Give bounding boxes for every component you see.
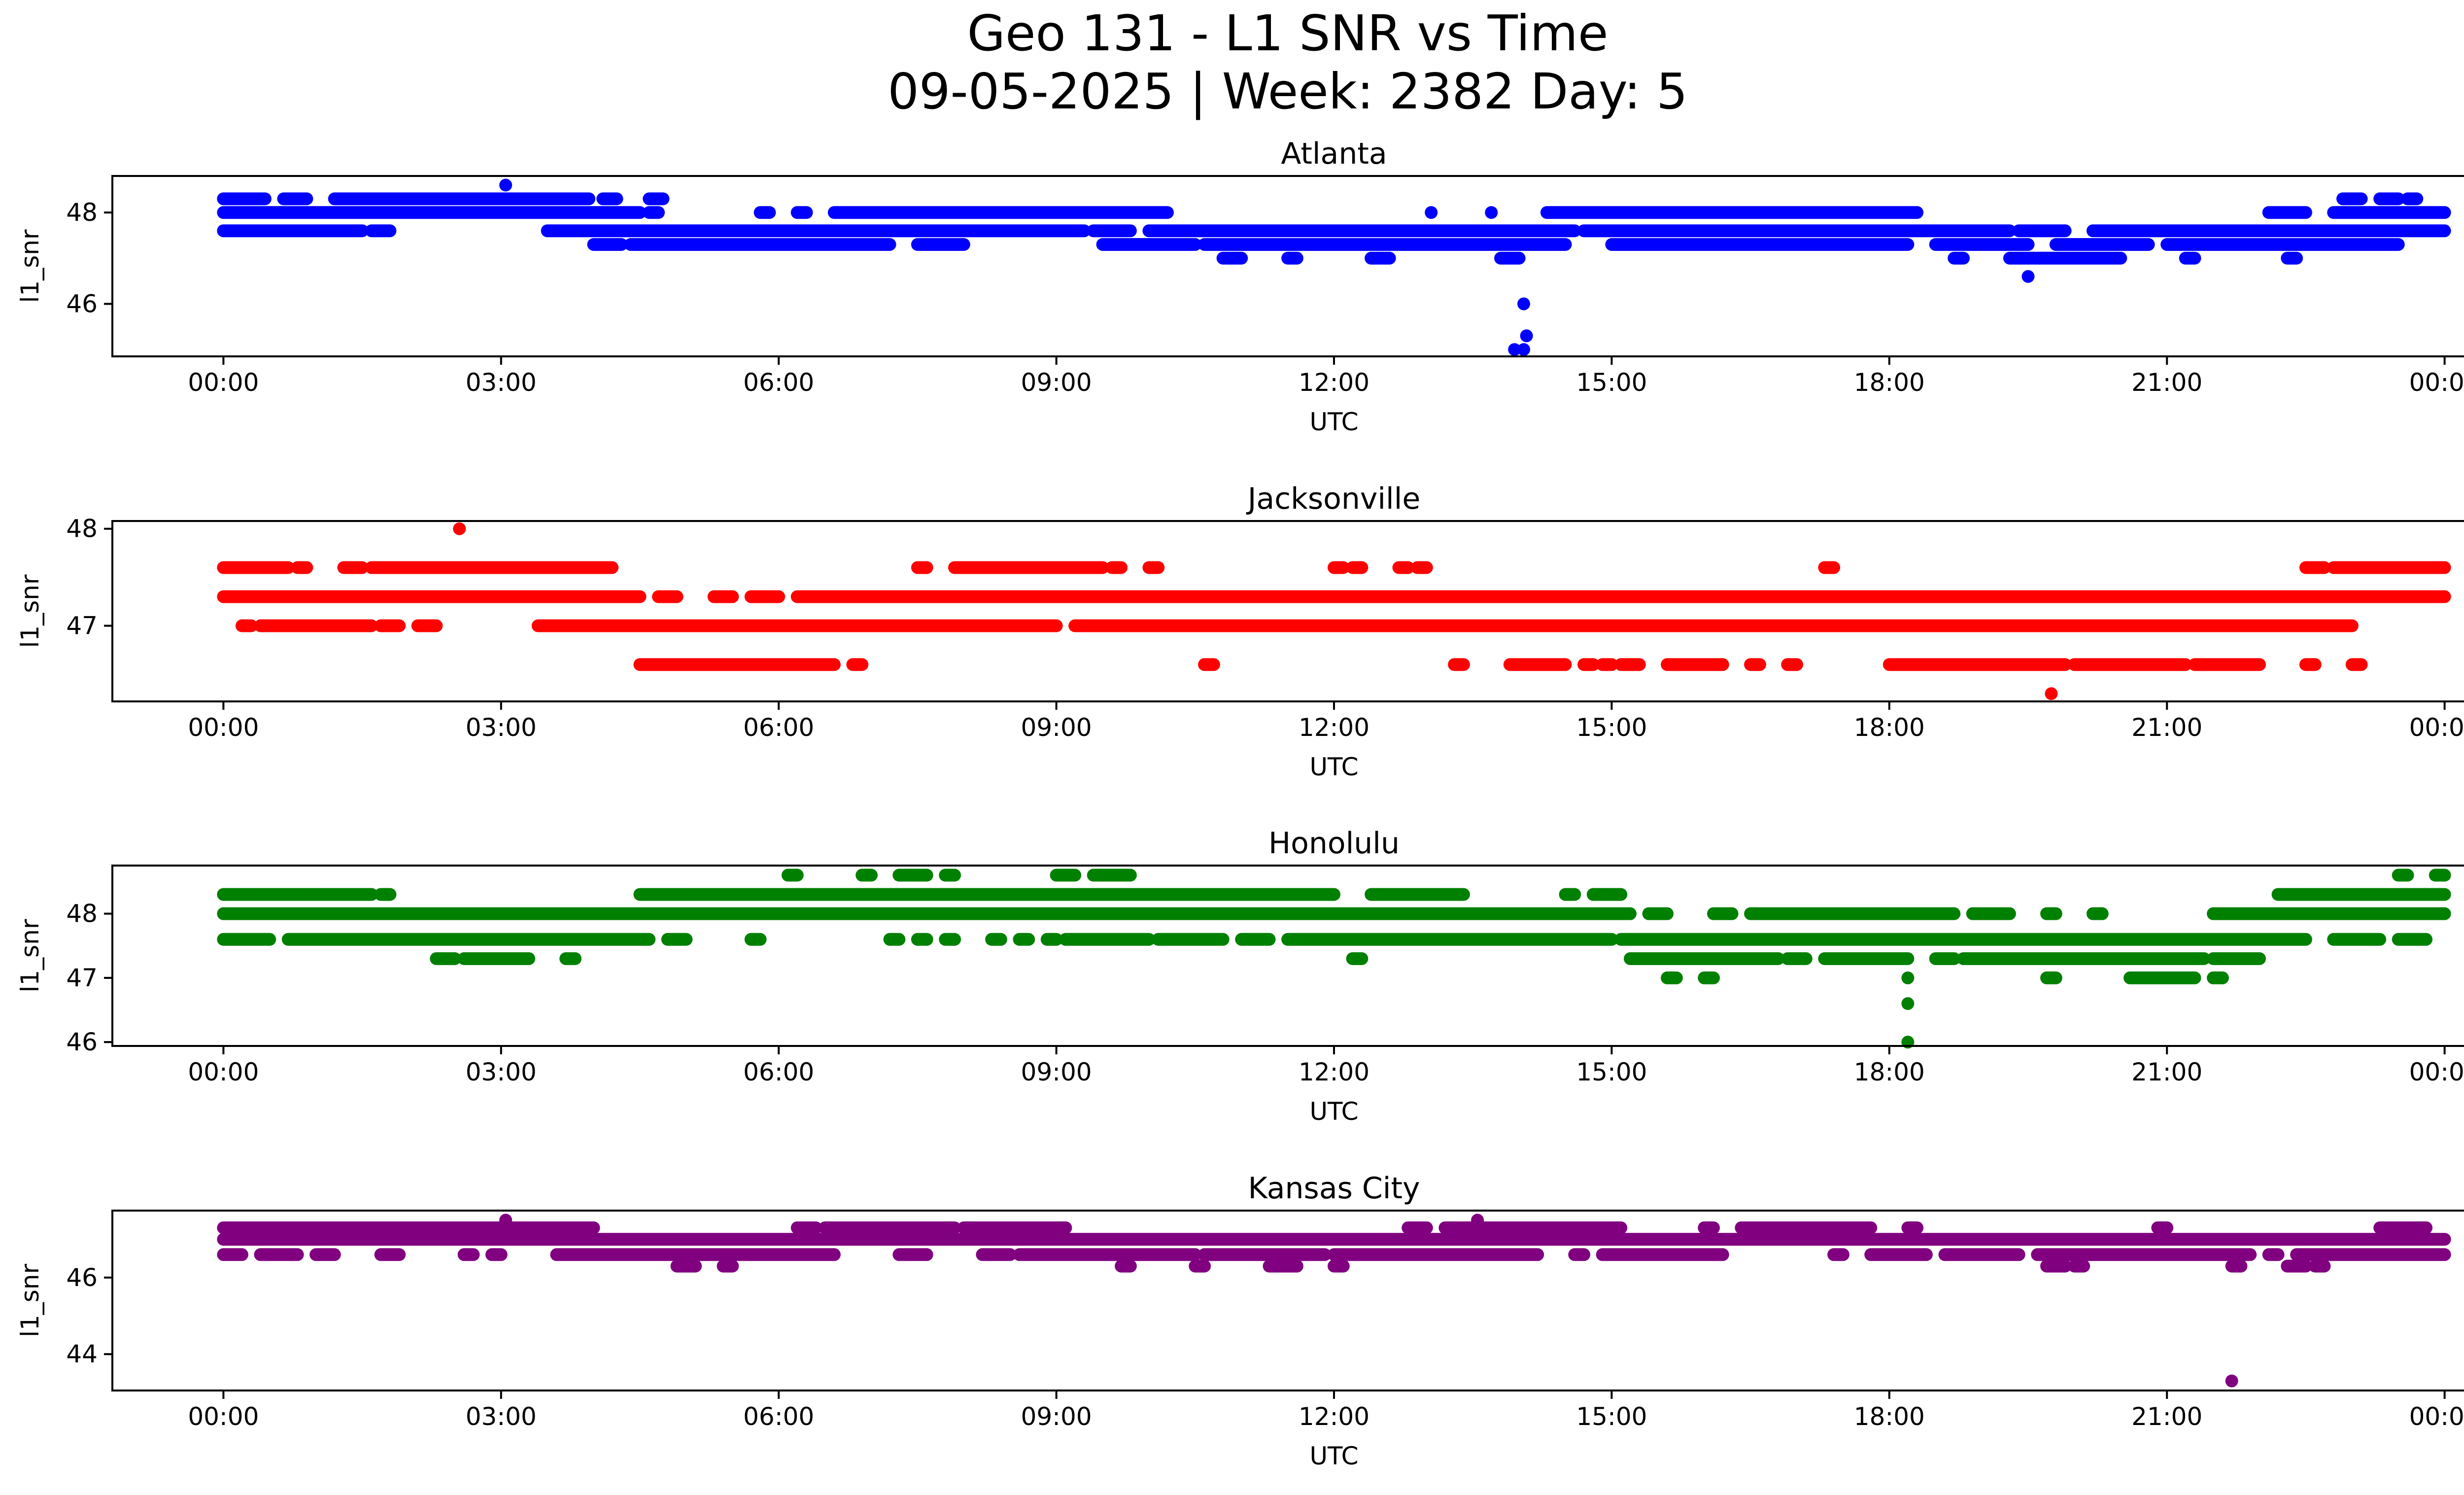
data-point (2045, 687, 2058, 700)
x-tick-label: 18:00 (1854, 368, 1925, 397)
subplot-title: Jacksonville (1246, 482, 1421, 516)
x-tick-label: 03:00 (466, 713, 537, 742)
x-tick-label: 21:00 (2131, 368, 2202, 397)
x-tick-label: 21:00 (2131, 1058, 2202, 1086)
subplot-title: Kansas City (1248, 1171, 1420, 1206)
y-tick-label: 46 (66, 1263, 98, 1292)
x-tick-label: 00:00 (2409, 368, 2464, 397)
x-tick-label: 00:00 (188, 713, 259, 742)
x-tick-label: 03:00 (466, 368, 537, 397)
data-point (2225, 1374, 2238, 1388)
data-point (1901, 997, 1915, 1010)
x-tick-label: 00:00 (188, 1058, 259, 1086)
x-tick-label: 12:00 (1299, 1402, 1369, 1431)
x-tick-label: 15:00 (1576, 1058, 1647, 1086)
subplot-kansas-city: Kansas City 00:00 03:00 06:00 09:00 12:00 15:0… (16, 1171, 2464, 1470)
x-axis-label: UTC (1309, 408, 1358, 436)
data-point (499, 1214, 513, 1227)
x-tick-label: 15:00 (1576, 713, 1647, 742)
x-tick-label: 09:00 (1021, 713, 1092, 742)
x-tick-label: 12:00 (1299, 1058, 1369, 1086)
y-tick-label: 48 (66, 198, 98, 227)
data-point (1520, 329, 1533, 343)
data-point (1517, 297, 1530, 311)
y-axis-label: l1_snr (16, 229, 44, 303)
x-tick-label: 12:00 (1299, 368, 1369, 397)
data-point (1901, 971, 1915, 984)
x-axis-label: UTC (1309, 1442, 1358, 1470)
y-tick-label: 44 (66, 1340, 98, 1368)
x-tick-label: 15:00 (1576, 1402, 1647, 1431)
data-point (499, 178, 513, 192)
data-point (1508, 343, 1521, 356)
axes-frame (111, 520, 2464, 702)
x-tick-label: 00:00 (2409, 713, 2464, 742)
x-tick-label: 06:00 (743, 368, 814, 397)
x-tick-label: 18:00 (1854, 713, 1925, 742)
data-point (1517, 343, 1530, 356)
x-axis-label: UTC (1309, 753, 1358, 781)
x-tick-label: 12:00 (1299, 713, 1369, 742)
data-series (217, 1214, 2451, 1388)
x-tick-label: 09:00 (1021, 368, 1092, 397)
y-tick-label: 47 (66, 612, 98, 640)
x-tick-label: 00:00 (2409, 1402, 2464, 1431)
figure-title-line1: Geo 131 - L1 SNR vs Time (967, 4, 1608, 62)
x-tick-label: 21:00 (2131, 713, 2202, 742)
y-tick-label: 46 (66, 289, 98, 318)
data-point (2401, 1221, 2414, 1234)
data-point (1425, 206, 1438, 219)
x-tick-label: 06:00 (743, 1058, 814, 1086)
subplot-honolulu: Honolulu 00:00 03:00 06:00 09:00 12:00 15:00 18… (16, 826, 2464, 1126)
y-tick-label: 48 (66, 515, 98, 543)
x-tick-label: 06:00 (743, 713, 814, 742)
figure-title-line2: 09-05-2025 | Week: 2382 Day: 5 (888, 63, 1687, 120)
y-axis-label: l1_snr (16, 1264, 44, 1337)
y-axis-label: l1_snr (16, 574, 44, 648)
x-tick-label: 09:00 (1021, 1402, 1092, 1431)
y-tick-label: 47 (66, 964, 98, 992)
subplot-jacksonville: Jacksonville 00:00 03:00 06:00 09:00 12:00 15:… (16, 482, 2464, 781)
x-tick-label: 00:00 (188, 1402, 259, 1431)
subplot-atlanta: Atlanta 00:00 03:00 06:00 09:00 12:00 15:00 18:… (16, 137, 2464, 436)
x-tick-label: 21:00 (2131, 1402, 2202, 1431)
data-point (2021, 270, 2035, 283)
x-tick-label: 18:00 (1854, 1058, 1925, 1086)
y-tick-label: 48 (66, 900, 98, 928)
subplot-title: Atlanta (1281, 137, 1387, 171)
data-point (453, 522, 466, 535)
data-series (217, 869, 2451, 1049)
subplot-title: Honolulu (1268, 826, 1400, 861)
x-tick-label: 00:00 (2409, 1058, 2464, 1086)
x-tick-label: 09:00 (1021, 1058, 1092, 1086)
data-series (217, 522, 2451, 700)
y-tick-label: 46 (66, 1028, 98, 1056)
data-point (1485, 206, 1498, 219)
x-axis-label: UTC (1309, 1097, 1358, 1126)
y-axis-label: l1_snr (16, 919, 44, 992)
x-tick-label: 00:00 (188, 368, 259, 397)
x-tick-label: 03:00 (466, 1058, 537, 1086)
data-series (217, 178, 2451, 356)
x-tick-label: 06:00 (743, 1402, 814, 1431)
x-tick-label: 18:00 (1854, 1402, 1925, 1431)
x-tick-label: 15:00 (1576, 368, 1647, 397)
data-point (1471, 1214, 1484, 1227)
x-tick-label: 03:00 (466, 1402, 537, 1431)
